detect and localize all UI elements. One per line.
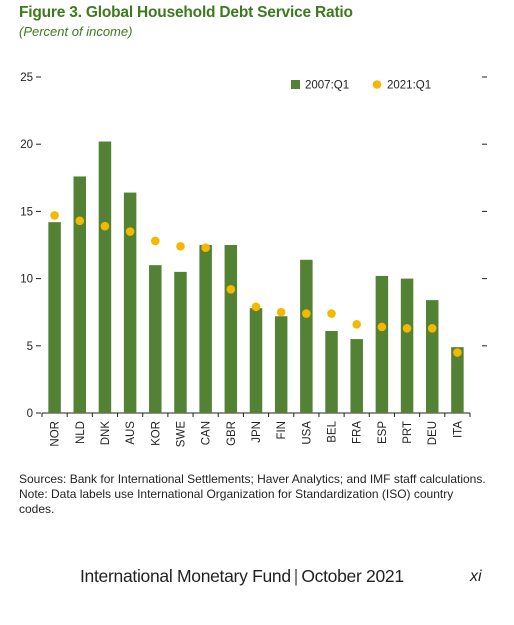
x-tick-label: AUS <box>125 421 137 445</box>
chart-dots <box>50 211 462 357</box>
chart-title: Figure 3. Global Household Debt Service … <box>19 4 353 21</box>
chart-labels: NOR NLD DNK AUS KOR SWE CAN GBR JPN FIN USA BEL FRA E… <box>50 420 465 447</box>
x-tick-label: FIN <box>276 421 288 440</box>
bar-deu <box>425 300 439 413</box>
x-tick-label: DEU <box>427 421 439 445</box>
dot-swe <box>176 242 185 251</box>
bar-ita <box>451 347 464 413</box>
chart-notes: Sources: Bank for International Settleme… <box>19 472 489 517</box>
dot-jpn <box>251 302 261 312</box>
dot-bel <box>327 309 336 318</box>
x-tick-label: DNK <box>100 421 112 446</box>
sources-note: Sources: Bank for International Settleme… <box>19 472 486 486</box>
bar-chart: 0 5 10 15 20 25 NOR NLD DNK AUS KOR SWE CAN GBR JPN FI… <box>20 72 487 447</box>
dot-nld <box>75 216 85 226</box>
bar-fin <box>274 316 288 413</box>
legend-swatch-bar <box>291 80 300 89</box>
dot-can <box>201 243 210 252</box>
y-tick-label: 10 <box>20 274 33 286</box>
y-tick-label: 15 <box>20 206 33 218</box>
page-footer: International Monetary Fund | October 2021 <box>80 566 404 587</box>
y-tick-label: 0 <box>27 408 33 420</box>
dot-kor <box>150 236 160 246</box>
page-number: xi <box>470 568 482 585</box>
bar-nor <box>48 222 61 413</box>
y-tick-label: 5 <box>27 341 33 353</box>
dot-fin <box>276 307 286 317</box>
bar-bel <box>325 331 338 413</box>
dot-usa <box>302 309 311 318</box>
bar-swe <box>174 271 187 413</box>
x-tick-label: SWE <box>175 421 187 448</box>
bar-dnk <box>98 141 112 413</box>
legend-label-bar: 2007:Q1 <box>305 80 349 92</box>
chart-subtitle: (Percent of income) <box>19 24 133 39</box>
x-tick-label: BEL <box>327 420 339 442</box>
dot-dnk <box>100 221 110 231</box>
x-tick-label: NLD <box>75 421 87 444</box>
bar-prt <box>400 278 414 413</box>
footer-separator: | <box>293 566 299 586</box>
bar-esp <box>375 275 389 413</box>
bar-aus <box>123 192 137 413</box>
dot-fra <box>352 319 362 329</box>
legend-label-dot: 2021:Q1 <box>387 80 431 92</box>
bar-can <box>199 245 212 413</box>
chart-axes: 0 5 10 15 20 25 <box>20 72 487 420</box>
dot-prt <box>402 324 412 333</box>
dot-gbr <box>226 285 236 294</box>
iso-note: Note: Data labels use International Orga… <box>19 487 454 516</box>
bar-nld <box>73 176 87 413</box>
dot-esp <box>377 322 387 332</box>
bar-fra <box>350 339 363 413</box>
x-tick-label: GBR <box>226 421 238 446</box>
y-tick-label: 25 <box>20 72 33 84</box>
dot-ita <box>453 348 462 357</box>
bar-usa <box>300 259 313 413</box>
x-tick-label: USA <box>301 421 313 445</box>
x-tick-label: NOR <box>50 421 62 447</box>
dot-deu <box>427 324 437 333</box>
y-tick-label: 20 <box>20 139 33 151</box>
bar-kor <box>149 265 162 413</box>
chart-bars <box>48 141 464 413</box>
footer-date: October 2021 <box>301 566 404 586</box>
chart-legend: 2007:Q1 2021:Q1 <box>291 80 431 92</box>
bar-gbr <box>224 245 238 413</box>
x-tick-label: PRT <box>402 421 414 444</box>
dot-nor <box>50 211 59 220</box>
x-tick-label: ITA <box>452 421 464 438</box>
x-tick-label: CAN <box>201 421 213 445</box>
x-tick-label: KOR <box>150 421 162 446</box>
x-tick-label: ESP <box>377 421 389 444</box>
x-tick-label: FRA <box>352 421 364 444</box>
legend-swatch-dot <box>372 80 382 89</box>
bar-jpn <box>249 308 263 413</box>
footer-organization: International Monetary Fund <box>80 566 291 586</box>
dot-aus <box>125 227 135 236</box>
x-tick-label: JPN <box>251 421 263 443</box>
